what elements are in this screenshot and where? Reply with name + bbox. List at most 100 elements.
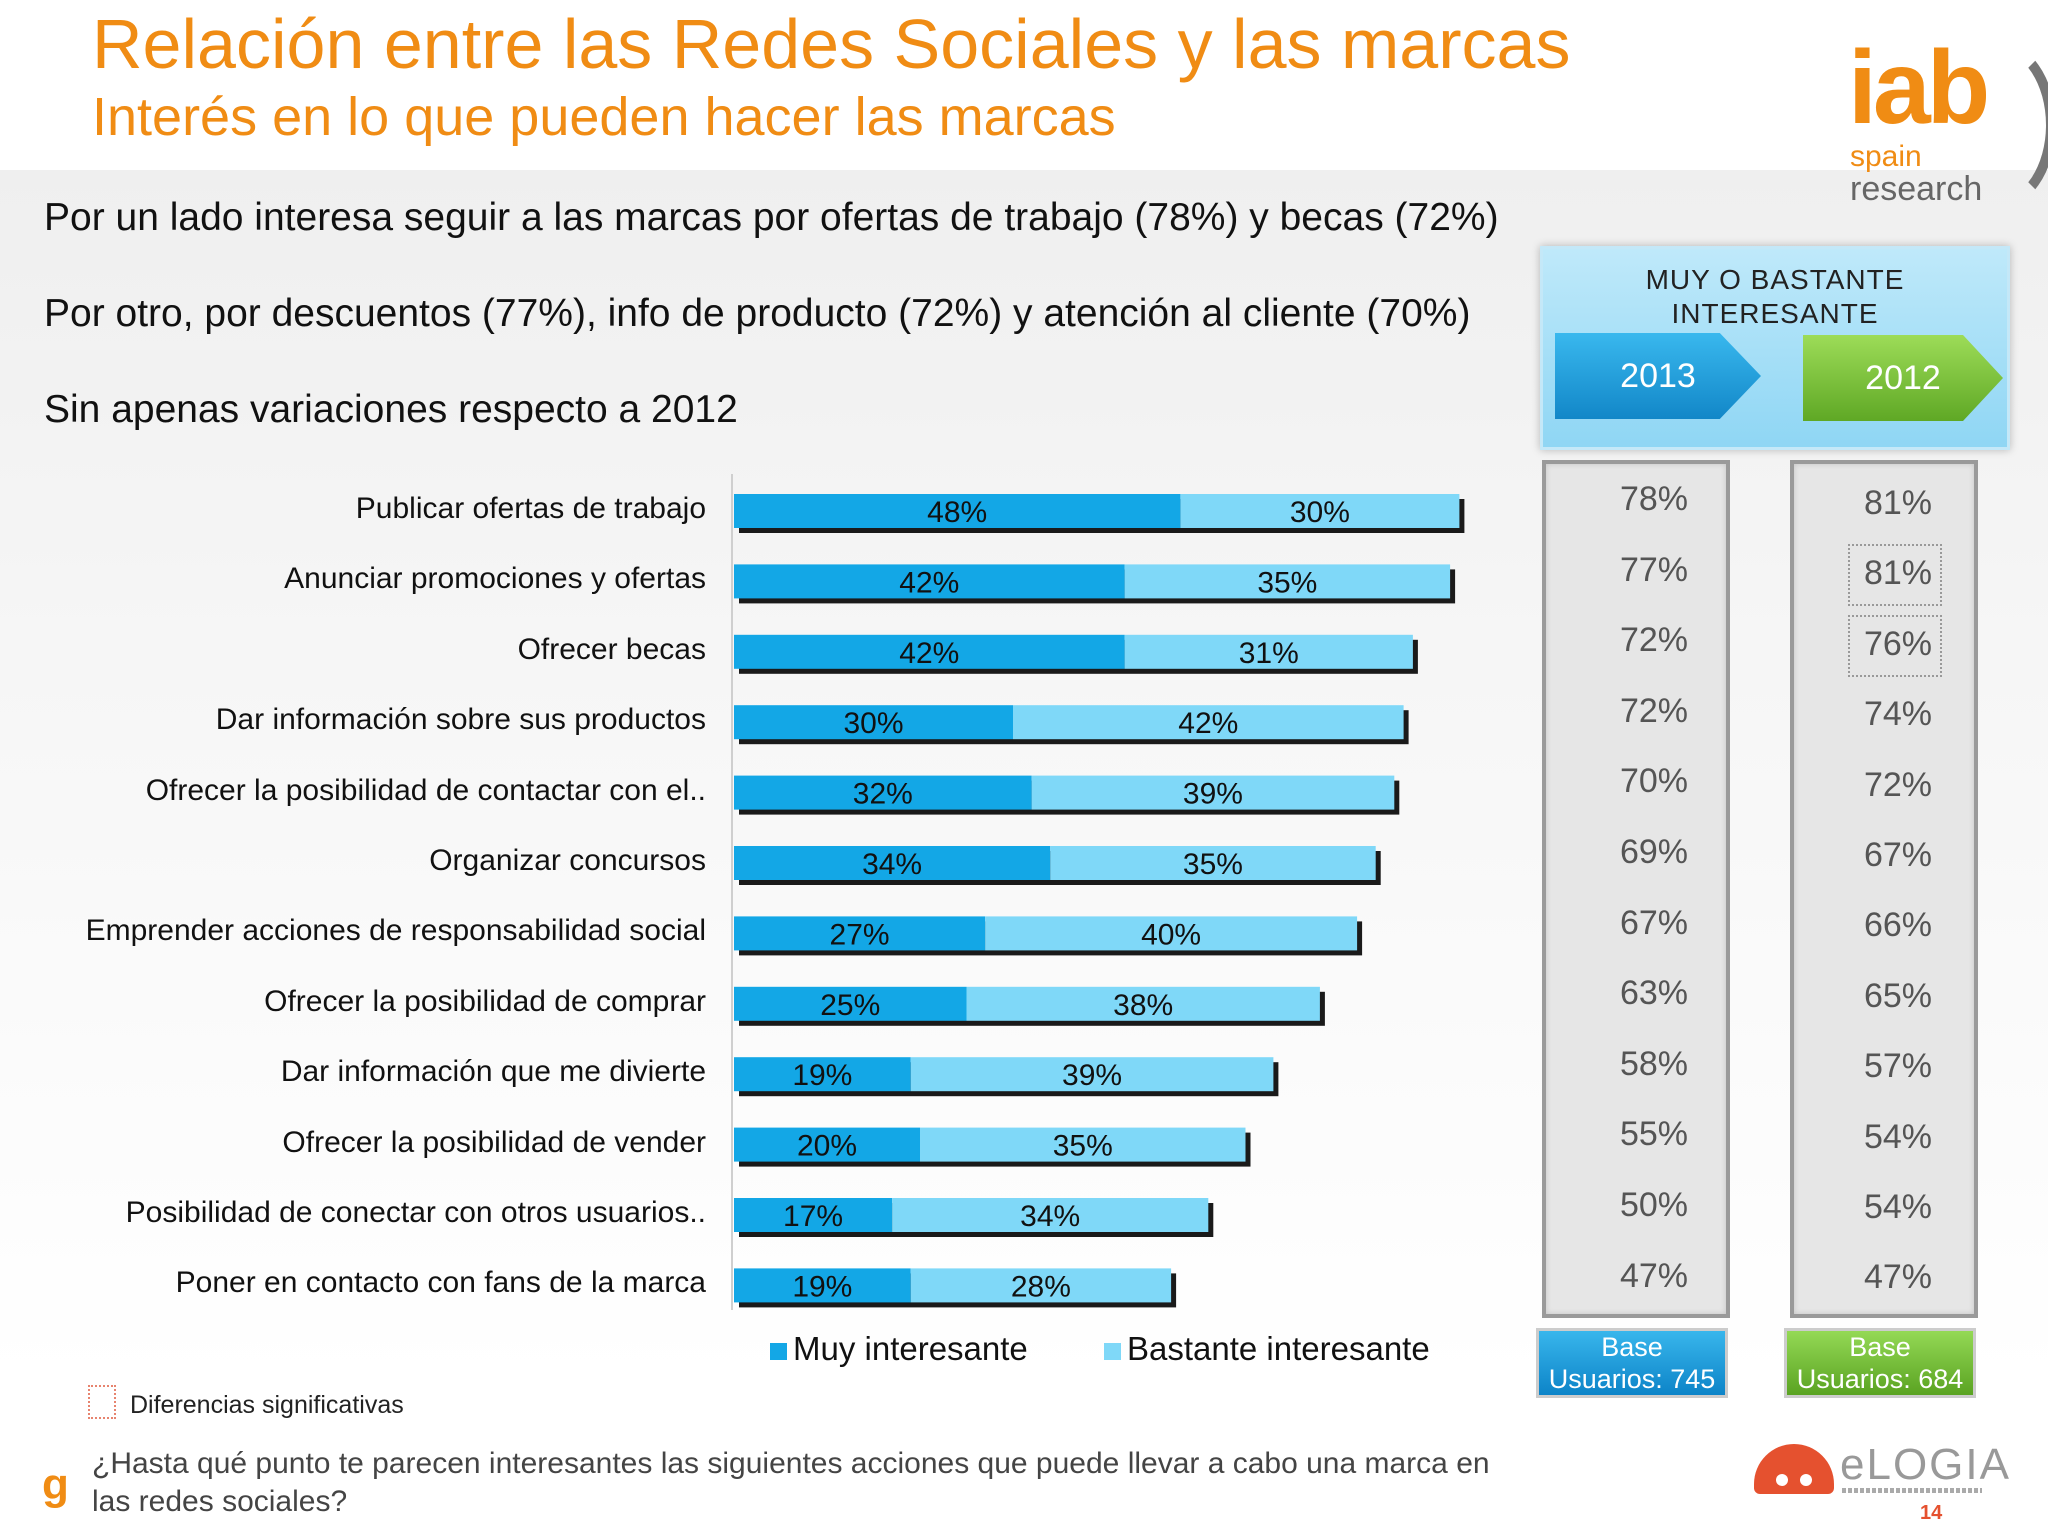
bar-bastante-interesante [1013,705,1404,740]
base-2013-line1: Base [1601,1332,1663,1362]
bar-bastante-interesante [1124,564,1451,599]
elogia-house-icon [1754,1444,1834,1494]
category-label: Publicar ofertas de trabajo [355,492,706,525]
legend-bastante: Bastante interesante [1104,1330,1430,1368]
value-label-muy: 30% [843,707,903,740]
bar-bastante-interesante [1180,494,1460,528]
bar-bastante-interesante [1050,846,1376,880]
category-label: Ofrecer becas [517,632,706,666]
legend-muy: Muy interesante [770,1330,1028,1368]
summary-value-2013: 72% [1619,691,1689,730]
category-label: Ofrecer la posibilidad de vender [282,1125,706,1159]
summary-value-2012: 54% [1863,1188,1933,1226]
summary-header: MUY O BASTANTE INTERESANTE 2013 2012 [1540,246,2010,450]
category-label: Ofrecer la posibilidad de contactar con … [145,773,706,807]
category-label: Emprender acciones de responsabilidad so… [85,914,706,948]
value-label-bastante: 42% [1178,707,1238,740]
logo-iab-text: iab [1848,30,1990,146]
summary-value-2012: 57% [1863,1047,1933,1086]
summary-value-2013: 55% [1619,1115,1689,1154]
value-label-muy: 27% [830,918,890,951]
summary-value-2012: 65% [1863,976,1933,1015]
summary-value-2013: 63% [1619,974,1689,1013]
value-label-bastante: 40% [1141,918,1201,951]
summary-header-text: MUY O BASTANTE INTERESANTE [1645,264,1905,329]
summary-value-2012: 76% [1863,624,1933,663]
summary-value-2012: 72% [1863,765,1933,804]
bar-bastante-interesante [1031,775,1395,810]
logo-spain-text: spain [1850,140,1922,173]
bullet-1: Por un lado interesa seguir a las marcas… [44,196,1499,239]
iab-logo: iab spain research [1840,30,2048,216]
value-label-muy: 19% [792,1059,852,1092]
elogia-tagline [1842,1488,1982,1493]
bar-muy-interesante [734,846,1051,880]
page-subtitle: Interés en lo que pueden hacer las marca… [92,87,1116,147]
base-2012-line1: Base [1849,1332,1911,1362]
summary-value-2013: 78% [1619,480,1689,518]
logo-arc-icon [1936,40,2048,210]
category-label: Ofrecer la posibilidad de comprar [264,984,706,1018]
elogia-wordmark: eLOGIA [1840,1440,2011,1489]
bar-bastante-interesante [985,916,1358,951]
legend-swatch-bastante [1104,1342,1121,1360]
value-label-bastante: 38% [1113,989,1173,1022]
value-label-muy: 34% [862,848,922,881]
value-label-muy: 32% [853,778,913,811]
bar-muy-interesante [734,1198,893,1232]
elogia-eye-icon [1776,1474,1788,1486]
bar-muy-interesante [734,1127,920,1162]
significance-marker-icon [1848,544,1942,607]
summary-value-2013: 77% [1619,550,1689,589]
value-label-bastante: 35% [1053,1130,1113,1163]
bar-muy-interesante [734,634,1125,669]
bar-muy-interesante [734,1057,911,1092]
value-label-muy: 17% [783,1200,843,1233]
base-2013-line2: Usuarios: 745 [1548,1364,1716,1394]
year-2012-arrow: 2012 [1803,335,2003,421]
summary-column-2013 [1542,460,1730,1318]
category-label: Poner en contacto con fans de la marca [175,1266,706,1300]
page-title: Relación entre las Redes Sociales y las … [92,5,1571,83]
significance-legend-icon [88,1385,116,1419]
value-label-bastante: 35% [1257,566,1317,599]
bar-muy-interesante [734,1268,911,1303]
summary-value-2013: 67% [1619,903,1689,942]
year-2013-arrow: 2013 [1555,333,1761,419]
significance-marker-icon [1848,614,1942,677]
category-label: Dar información que me divierte [280,1055,706,1089]
bar-muy-interesante [734,916,986,951]
bar-muy-interesante [734,564,1125,599]
elogia-logo: eLOGIA [1754,1440,2009,1520]
summary-value-2012: 66% [1863,906,1933,945]
summary-column-2012 [1790,460,1978,1318]
category-label: Anunciar promociones y ofertas [284,562,706,596]
summary-value-2012: 67% [1863,836,1933,874]
summary-value-2012: 74% [1863,695,1933,734]
summary-value-2013: 70% [1619,762,1689,801]
summary-value-2013: 69% [1619,833,1689,871]
summary-value-2013: 47% [1619,1256,1689,1295]
value-label-muy: 20% [797,1130,857,1163]
base-2013: Base Usuarios: 745 [1536,1328,1728,1398]
elogia-eye-icon [1800,1474,1812,1486]
bar-bastante-interesante [910,1268,1172,1303]
value-label-bastante: 35% [1183,848,1243,881]
value-label-bastante: 30% [1290,496,1350,529]
bar-muy-interesante [734,494,1181,528]
legend-swatch-muy [770,1342,787,1360]
summary-value-2013: 50% [1619,1186,1689,1224]
bar-bastante-interesante [910,1057,1274,1092]
bar-muy-interesante [734,775,1032,810]
category-label: Dar información sobre sus productos [215,703,706,737]
summary-value-2012: 54% [1863,1117,1933,1156]
value-label-muy: 42% [899,637,959,670]
legend-label-bastante: Bastante interesante [1127,1330,1430,1367]
significance-legend-text: Diferencias significativas [130,1391,404,1419]
value-label-bastante: 28% [1011,1270,1071,1303]
survey-question: ¿Hasta qué punto te parecen interesantes… [92,1447,1490,1518]
category-label: Organizar concursos [429,844,706,877]
base-2012-line2: Usuarios: 684 [1796,1364,1964,1394]
bar-bastante-interesante [920,1127,1246,1162]
